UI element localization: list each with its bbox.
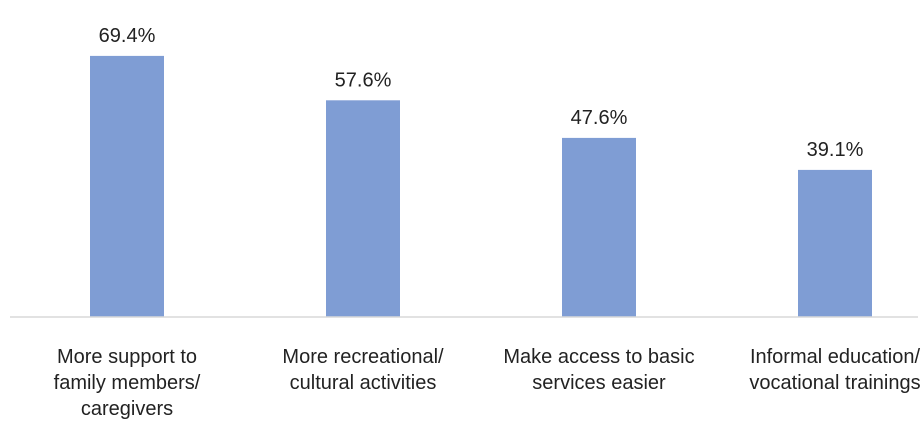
data-label-4: 39.1% bbox=[807, 139, 864, 161]
data-label-1: 69.4% bbox=[99, 25, 156, 47]
data-labels-layer: 69.4% 57.6% 47.6% 39.1% bbox=[99, 25, 864, 161]
category-label-line: cultural activities bbox=[290, 372, 437, 394]
category-label-3: Make access to basic services easier bbox=[503, 346, 694, 394]
data-label-2: 57.6% bbox=[335, 69, 392, 91]
bar-2 bbox=[326, 100, 400, 317]
category-label-line: services easier bbox=[532, 372, 666, 394]
category-label-line: More support to bbox=[57, 346, 197, 368]
category-label-line: caregivers bbox=[81, 398, 173, 420]
category-label-2: More recreational/cultural activities bbox=[282, 346, 444, 394]
category-label-line: vocational trainings bbox=[749, 372, 920, 394]
category-label-line: Informal education/ bbox=[750, 346, 921, 368]
category-label-4: Informal education/vocational trainings bbox=[749, 346, 920, 394]
category-labels-layer: More support to family members/caregivers… bbox=[54, 346, 921, 420]
category-label-line: Make access to basic bbox=[503, 346, 694, 368]
category-label-line: family members/ bbox=[54, 372, 201, 394]
bars-layer bbox=[90, 55, 872, 318]
bar-4 bbox=[798, 169, 872, 317]
category-label-1: More support to family members/caregivers bbox=[54, 346, 201, 420]
data-label-3: 47.6% bbox=[571, 107, 628, 129]
bar-1 bbox=[90, 55, 164, 318]
category-label-line: More recreational/ bbox=[282, 346, 444, 368]
bar-3 bbox=[562, 137, 636, 317]
